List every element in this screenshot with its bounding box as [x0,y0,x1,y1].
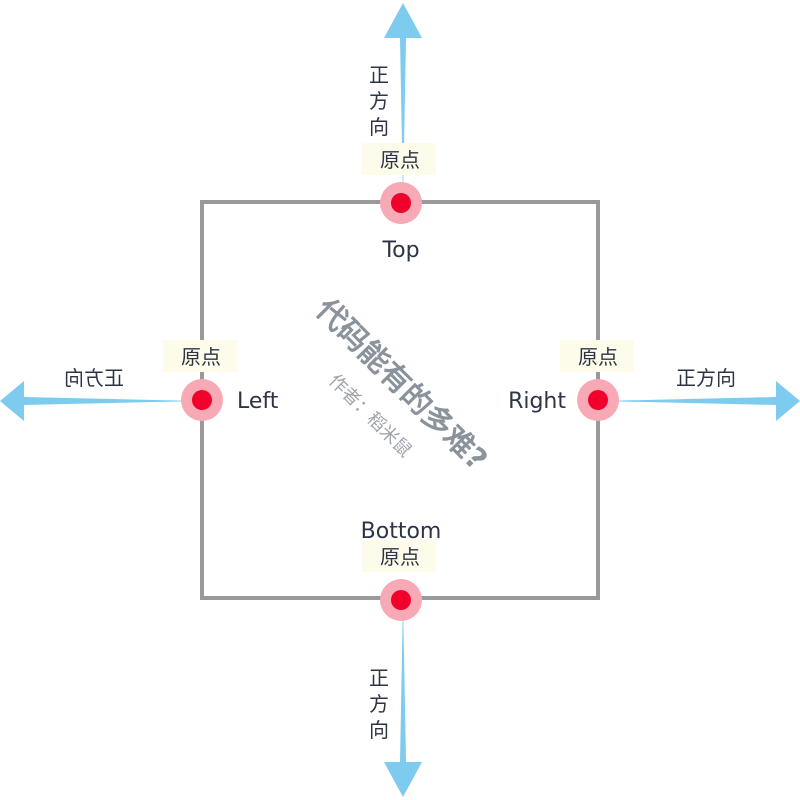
arrow-down [384,600,422,797]
origin-label-bg-left [163,340,237,372]
arrow-right [600,381,800,421]
direction-label-left-group: 正方向 [64,366,124,390]
origin-label-bg-bottom [362,540,436,572]
direction-label-char: 正 [369,666,389,690]
side-label-right: Right [508,389,566,414]
direction-label-char: 正 [369,63,389,87]
direction-label-top: 正方向 [369,63,389,139]
direction-label-char: 向 [369,115,389,139]
arrow-left [0,381,200,421]
origin-marker-top [380,182,422,224]
direction-label-char: 方 [369,692,389,716]
side-label-bottom: Bottom [361,519,442,544]
origin-label-right: 原点 [578,345,618,369]
direction-label-char: 向 [369,718,389,742]
side-label-top: Top [381,238,419,263]
direction-label-bottom: 正方向 [369,666,389,742]
origin-marker-bottom [380,579,422,621]
side-label-left: Left [237,389,279,414]
origin-marker-right [577,379,619,421]
origin-label-top: 原点 [380,148,420,172]
origin-label-bg-top [362,143,436,175]
direction-label-left: 正方向 [64,366,124,390]
direction-label-char: 方 [369,89,389,113]
origin-marker-left [181,379,223,421]
direction-label-right: 正方向 [676,366,736,390]
origin-label-left: 原点 [181,345,221,369]
watermark: 代码能有的多难? 作者：稻米鼠 [308,291,494,477]
origin-label-bottom: 原点 [380,545,420,569]
arrow-up [384,3,422,200]
origin-label-bg-right [560,340,634,372]
